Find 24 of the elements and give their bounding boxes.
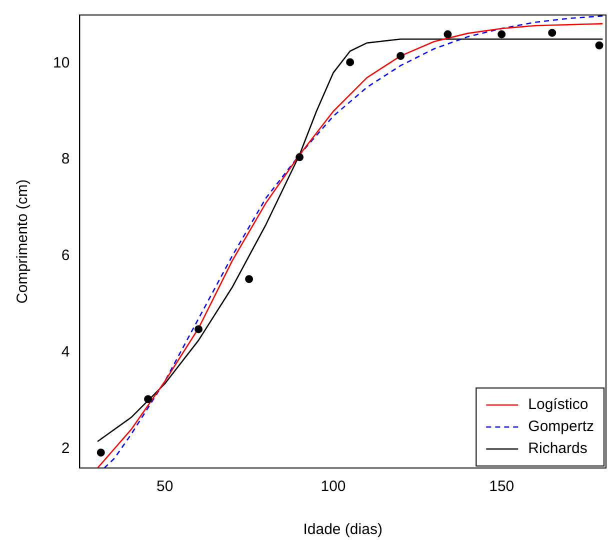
point — [96, 448, 105, 457]
point — [444, 30, 452, 38]
y-axis-title: Comprimento (cm) — [14, 179, 32, 304]
y-tick-label: 8 — [61, 150, 70, 168]
point — [595, 41, 604, 50]
x-axis-title: Idade (dias) — [303, 521, 382, 538]
y-tick-label: 10 — [52, 54, 70, 72]
point — [346, 58, 354, 66]
x-tick-label: 100 — [320, 478, 346, 496]
x-tick-label: 50 — [156, 478, 174, 496]
legend-label: Gompertz — [528, 418, 594, 436]
point — [245, 275, 254, 284]
point — [396, 52, 405, 60]
legend-label: Richards — [528, 440, 588, 458]
x-tick-label: 150 — [489, 478, 514, 496]
y-tick-label: 4 — [61, 343, 70, 360]
point — [144, 395, 152, 404]
y-tick-label: 2 — [61, 440, 70, 457]
point — [498, 30, 506, 38]
y-tick-label: 6 — [61, 247, 70, 264]
point — [296, 153, 304, 162]
point — [194, 325, 203, 334]
point — [548, 28, 556, 37]
legend-label: Logístico — [528, 396, 588, 414]
